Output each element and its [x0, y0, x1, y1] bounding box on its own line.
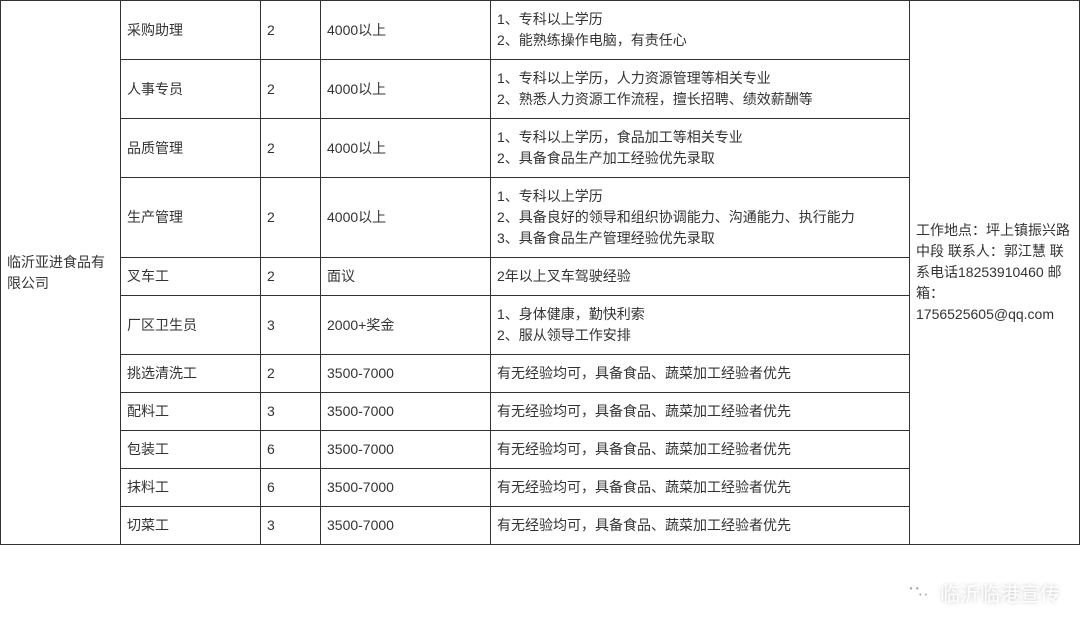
- requirement-line: 有无经验均可，具备食品、蔬菜加工经验者优先: [497, 477, 903, 498]
- salary-cell: 4000以上: [321, 60, 491, 119]
- salary-cell: 3500-7000: [321, 393, 491, 431]
- requirements-cell: 有无经验均可，具备食品、蔬菜加工经验者优先: [491, 431, 910, 469]
- position-cell: 挑选清洗工: [121, 355, 261, 393]
- count-cell: 2: [261, 258, 321, 296]
- position-cell: 人事专员: [121, 60, 261, 119]
- requirement-line: 1、专科以上学历，食品加工等相关专业: [497, 127, 903, 148]
- contact-cell: 工作地点：坪上镇振兴路中段 联系人：郭江慧 联系电话18253910460 邮箱…: [910, 1, 1080, 545]
- recruitment-tbody: 临沂亚进食品有限公司采购助理24000以上1、专科以上学历2、能熟练操作电脑，有…: [1, 1, 1080, 545]
- requirements-cell: 2年以上叉车驾驶经验: [491, 258, 910, 296]
- count-cell: 2: [261, 355, 321, 393]
- count-cell: 3: [261, 507, 321, 545]
- requirement-line: 3、具备食品生产管理经验优先录取: [497, 228, 903, 249]
- count-cell: 2: [261, 60, 321, 119]
- salary-cell: 面议: [321, 258, 491, 296]
- requirement-line: 2、能熟练操作电脑，有责任心: [497, 30, 903, 51]
- salary-cell: 3500-7000: [321, 355, 491, 393]
- requirement-line: 2、熟悉人力资源工作流程，擅长招聘、绩效薪酬等: [497, 89, 903, 110]
- requirements-cell: 1、专科以上学历2、具备良好的领导和组织协调能力、沟通能力、执行能力3、具备食品…: [491, 178, 910, 258]
- count-cell: 3: [261, 296, 321, 355]
- watermark-text: 临沂临港宣传: [940, 578, 1060, 607]
- requirement-line: 有无经验均可，具备食品、蔬菜加工经验者优先: [497, 401, 903, 422]
- count-cell: 2: [261, 178, 321, 258]
- requirements-cell: 1、身体健康，勤快利索2、服从领导工作安排: [491, 296, 910, 355]
- requirement-line: 有无经验均可，具备食品、蔬菜加工经验者优先: [497, 363, 903, 384]
- requirement-line: 2、服从领导工作安排: [497, 325, 903, 346]
- wechat-icon: [904, 581, 932, 605]
- count-cell: 6: [261, 431, 321, 469]
- position-cell: 厂区卫生员: [121, 296, 261, 355]
- position-cell: 采购助理: [121, 1, 261, 60]
- requirement-line: 1、专科以上学历: [497, 9, 903, 30]
- requirements-cell: 有无经验均可，具备食品、蔬菜加工经验者优先: [491, 469, 910, 507]
- requirement-line: 1、专科以上学历，人力资源管理等相关专业: [497, 68, 903, 89]
- salary-cell: 3500-7000: [321, 469, 491, 507]
- requirement-line: 1、专科以上学历: [497, 186, 903, 207]
- salary-cell: 3500-7000: [321, 507, 491, 545]
- position-cell: 叉车工: [121, 258, 261, 296]
- table-row: 临沂亚进食品有限公司采购助理24000以上1、专科以上学历2、能熟练操作电脑，有…: [1, 1, 1080, 60]
- requirement-line: 1、身体健康，勤快利索: [497, 304, 903, 325]
- salary-cell: 2000+奖金: [321, 296, 491, 355]
- company-cell: 临沂亚进食品有限公司: [1, 1, 121, 545]
- recruitment-table: 临沂亚进食品有限公司采购助理24000以上1、专科以上学历2、能熟练操作电脑，有…: [0, 0, 1080, 545]
- position-cell: 切菜工: [121, 507, 261, 545]
- salary-cell: 4000以上: [321, 178, 491, 258]
- position-cell: 品质管理: [121, 119, 261, 178]
- requirement-line: 2、具备良好的领导和组织协调能力、沟通能力、执行能力: [497, 207, 903, 228]
- requirement-line: 2年以上叉车驾驶经验: [497, 266, 903, 287]
- requirements-cell: 1、专科以上学历，食品加工等相关专业2、具备食品生产加工经验优先录取: [491, 119, 910, 178]
- requirements-cell: 有无经验均可，具备食品、蔬菜加工经验者优先: [491, 507, 910, 545]
- requirements-cell: 1、专科以上学历，人力资源管理等相关专业2、熟悉人力资源工作流程，擅长招聘、绩效…: [491, 60, 910, 119]
- position-cell: 配料工: [121, 393, 261, 431]
- position-cell: 生产管理: [121, 178, 261, 258]
- count-cell: 3: [261, 393, 321, 431]
- requirements-cell: 有无经验均可，具备食品、蔬菜加工经验者优先: [491, 355, 910, 393]
- position-cell: 包装工: [121, 431, 261, 469]
- watermark: 临沂临港宣传: [904, 578, 1060, 607]
- requirement-line: 有无经验均可，具备食品、蔬菜加工经验者优先: [497, 439, 903, 460]
- salary-cell: 3500-7000: [321, 431, 491, 469]
- count-cell: 6: [261, 469, 321, 507]
- requirement-line: 有无经验均可，具备食品、蔬菜加工经验者优先: [497, 515, 903, 536]
- requirements-cell: 1、专科以上学历2、能熟练操作电脑，有责任心: [491, 1, 910, 60]
- position-cell: 抹料工: [121, 469, 261, 507]
- count-cell: 2: [261, 1, 321, 60]
- salary-cell: 4000以上: [321, 1, 491, 60]
- requirement-line: 2、具备食品生产加工经验优先录取: [497, 148, 903, 169]
- salary-cell: 4000以上: [321, 119, 491, 178]
- requirements-cell: 有无经验均可，具备食品、蔬菜加工经验者优先: [491, 393, 910, 431]
- count-cell: 2: [261, 119, 321, 178]
